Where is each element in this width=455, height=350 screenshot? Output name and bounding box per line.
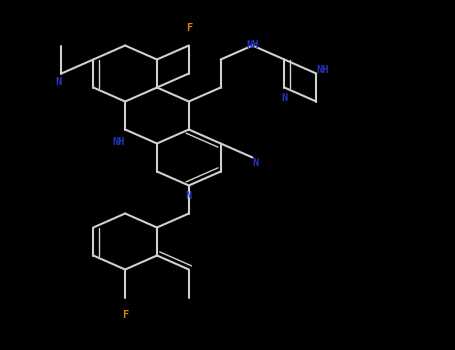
- Text: NH: NH: [316, 65, 329, 75]
- Text: F: F: [186, 23, 192, 33]
- Text: F: F: [122, 310, 128, 320]
- Text: N: N: [253, 158, 259, 168]
- Text: NH: NH: [246, 41, 259, 50]
- Text: N: N: [55, 77, 61, 87]
- Text: N: N: [281, 93, 288, 103]
- Text: N: N: [186, 191, 192, 201]
- Text: NH: NH: [113, 137, 125, 147]
